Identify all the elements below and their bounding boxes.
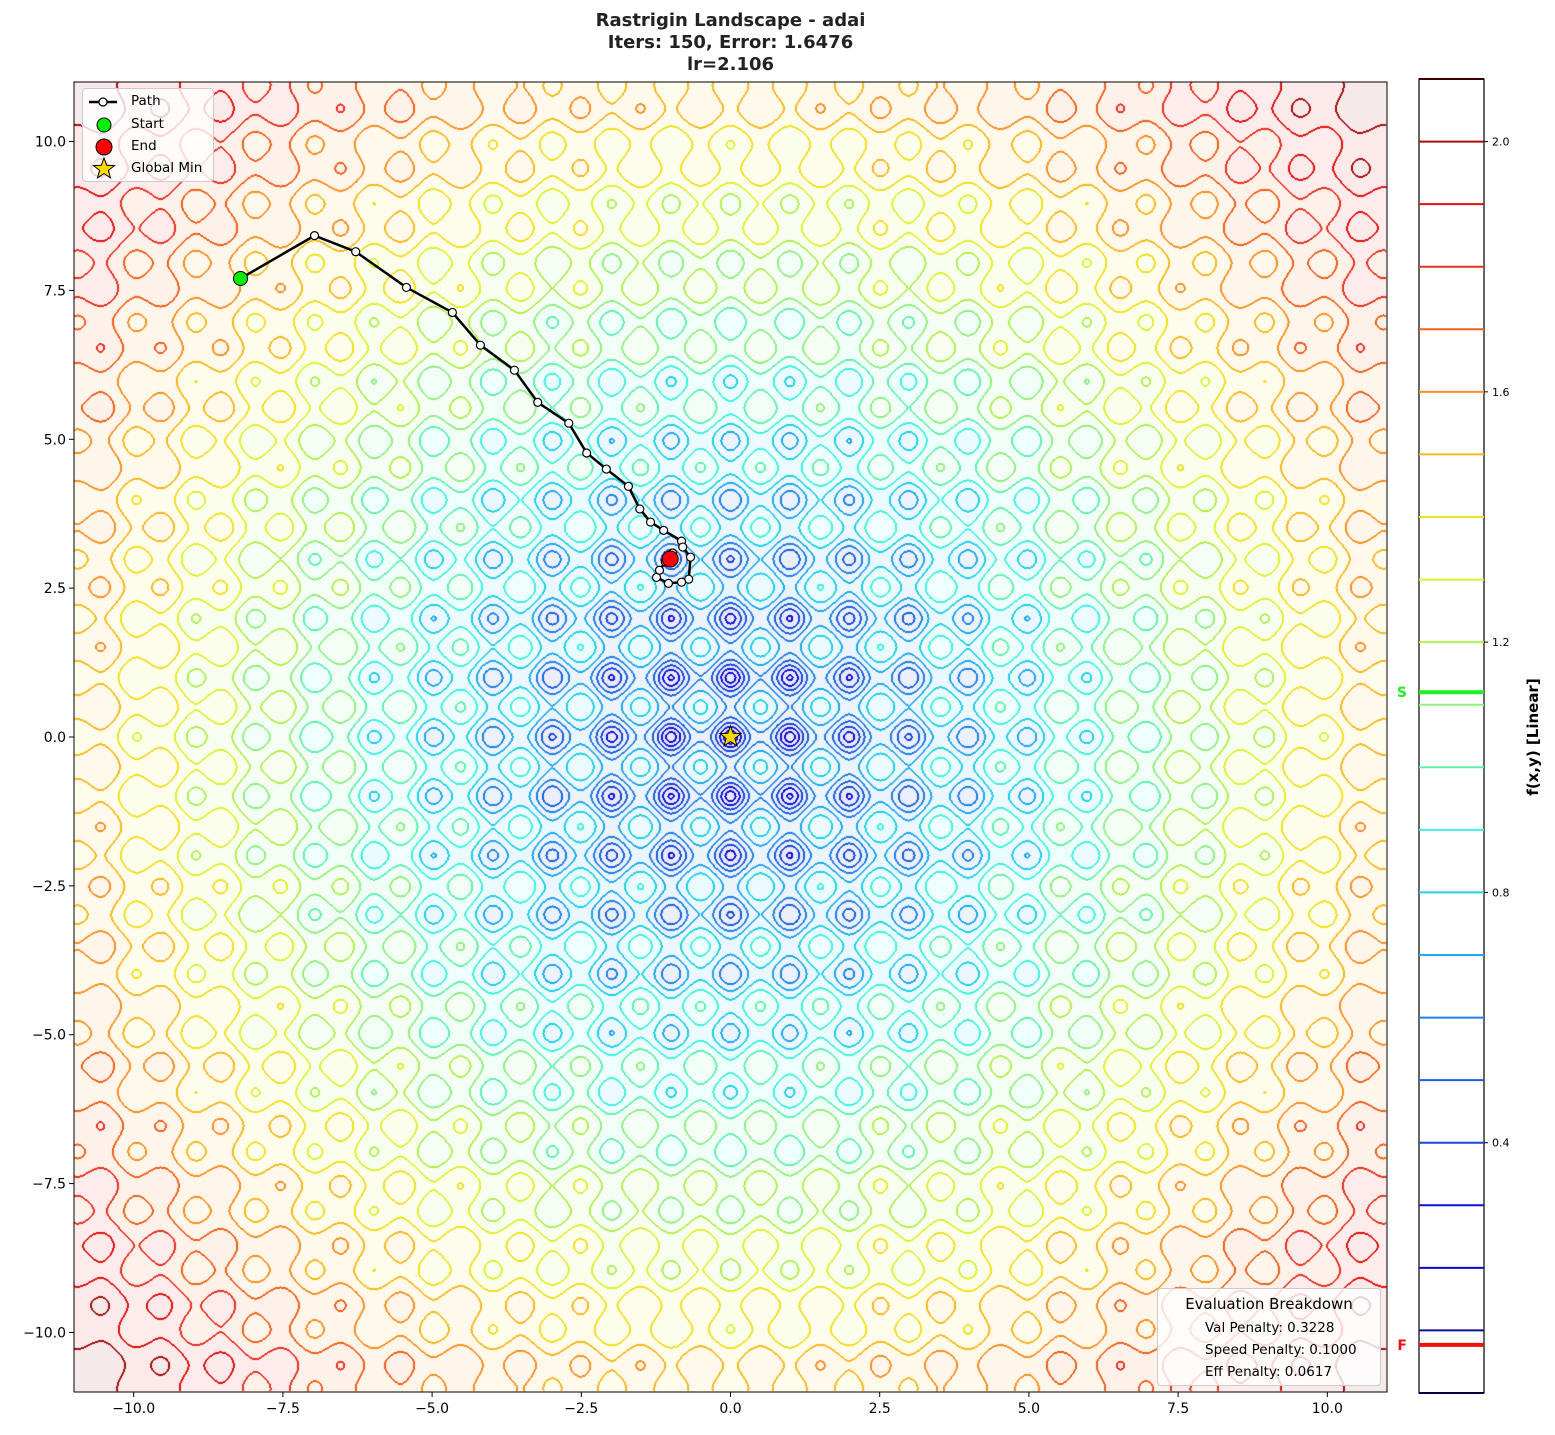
colorbar-tick-label: 0.8 (1492, 886, 1510, 899)
path-point (582, 448, 592, 458)
legend-label-path: Path (131, 93, 161, 109)
optimizer-path-line (239, 234, 692, 585)
speed-penalty: Speed Penalty: 0.1000 (1205, 1342, 1357, 1358)
path-point (659, 525, 669, 535)
colorbar-marker-label: F (1397, 1338, 1407, 1354)
x-tick-label: −10.0 (112, 1401, 155, 1417)
y-tick-label: 0.0 (44, 730, 66, 746)
x-tick-label: 2.5 (869, 1401, 891, 1417)
path-point (564, 418, 574, 428)
colorbar-tick-label: 2.0 (1492, 136, 1510, 149)
end-marker (661, 550, 679, 568)
legend-star-icon (92, 156, 116, 180)
path-point (685, 552, 696, 562)
legend-start-marker (96, 117, 112, 133)
legend-label-start: Start (131, 116, 164, 132)
path-point (351, 247, 361, 257)
legend-label-end: End (131, 138, 157, 154)
x-tick-label: −5.0 (415, 1401, 449, 1417)
path-point (635, 504, 645, 514)
x-tick-label: 5.0 (1018, 1401, 1040, 1417)
path-point (401, 282, 412, 293)
path-point (663, 578, 674, 588)
chart-title-line-3: lr=2.106 (686, 54, 775, 75)
path-point (654, 565, 665, 575)
legend: Path Start End Global Min (82, 88, 214, 182)
x-tick-label: 10.0 (1312, 1401, 1343, 1417)
val-penalty: Val Penalty: 0.3228 (1205, 1320, 1335, 1336)
evaluation-breakdown-box: Evaluation Breakdown Val Penalty: 0.3228… (1157, 1288, 1381, 1386)
x-tick-label: 7.5 (1167, 1401, 1189, 1417)
y-tick-label: 5.0 (44, 432, 66, 448)
path-point (309, 231, 320, 241)
x-tick-label: −7.5 (266, 1401, 300, 1417)
path-point (533, 397, 543, 407)
path-point (447, 307, 457, 318)
chart-title-line-1: Rastrigin Landscape - adai (595, 10, 866, 31)
path-point (623, 481, 634, 491)
y-tick-label: 7.5 (44, 283, 66, 299)
y-tick-label: −5.0 (32, 1028, 66, 1044)
chart-title-line-2: Iters: 150, Error: 1.6476 (607, 32, 854, 53)
y-tick-label: 10.0 (35, 135, 66, 151)
colorbar-tick-label: 0.4 (1492, 1137, 1510, 1150)
colorbar-marker-label: S (1397, 685, 1407, 701)
y-tick-label: −10.0 (23, 1325, 66, 1341)
path-point (509, 365, 520, 375)
path-point (678, 542, 688, 552)
x-tick-label: 0.0 (719, 1401, 741, 1417)
x-tick-label: −2.5 (564, 1401, 598, 1417)
y-tick-label: −7.5 (32, 1177, 66, 1193)
start-marker (233, 271, 249, 286)
legend-end-marker (95, 138, 113, 156)
eff-penalty: Eff Penalty: 0.0617 (1205, 1364, 1333, 1380)
legend-symbols (89, 97, 117, 180)
y-tick-label: −2.5 (32, 879, 66, 895)
legend-label-global-min: Global Min (131, 160, 203, 176)
evaluation-title: Evaluation Breakdown (1185, 1295, 1353, 1313)
colorbar (1418, 78, 1485, 1394)
y-tick-label: 2.5 (44, 581, 66, 597)
legend-path-marker (98, 97, 108, 107)
path-point (475, 340, 486, 350)
colorbar-tick-label: 1.2 (1492, 636, 1510, 649)
path-point (601, 464, 611, 474)
colorbar-label: f(x,y) [Linear] (1524, 678, 1542, 795)
colorbar-tick-label: 1.6 (1492, 386, 1510, 399)
global-min-star (718, 724, 743, 748)
path-point (645, 517, 656, 527)
path-point (676, 577, 687, 587)
